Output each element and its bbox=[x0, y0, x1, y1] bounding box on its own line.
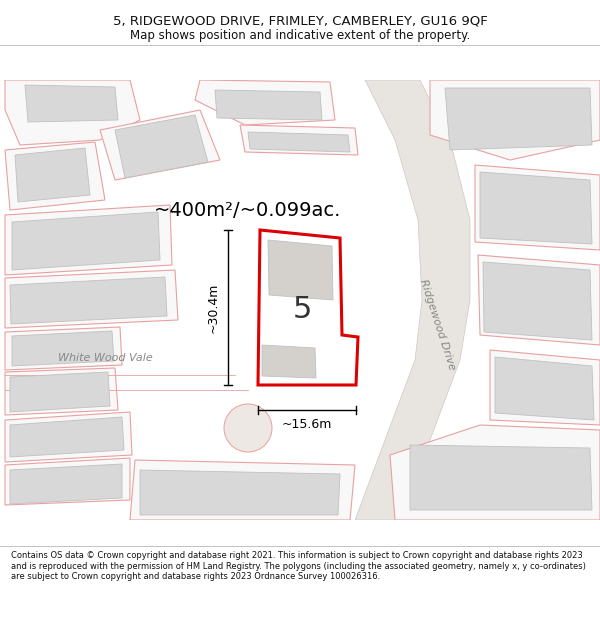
Polygon shape bbox=[268, 240, 333, 300]
Text: Contains OS data © Crown copyright and database right 2021. This information is : Contains OS data © Crown copyright and d… bbox=[11, 551, 586, 581]
Polygon shape bbox=[430, 80, 600, 160]
Polygon shape bbox=[5, 412, 132, 462]
Polygon shape bbox=[140, 470, 340, 515]
Polygon shape bbox=[10, 417, 124, 457]
Text: ~30.4m: ~30.4m bbox=[206, 282, 220, 332]
Polygon shape bbox=[12, 331, 114, 366]
Polygon shape bbox=[495, 357, 594, 420]
Polygon shape bbox=[248, 132, 350, 152]
Polygon shape bbox=[262, 345, 316, 378]
Polygon shape bbox=[445, 88, 592, 150]
Polygon shape bbox=[130, 460, 355, 520]
Polygon shape bbox=[115, 115, 208, 178]
Polygon shape bbox=[215, 90, 322, 120]
Polygon shape bbox=[478, 255, 600, 345]
Text: 5, RIDGEWOOD DRIVE, FRIMLEY, CAMBERLEY, GU16 9QF: 5, RIDGEWOOD DRIVE, FRIMLEY, CAMBERLEY, … bbox=[113, 15, 487, 28]
Polygon shape bbox=[355, 80, 470, 520]
Polygon shape bbox=[258, 230, 358, 385]
Polygon shape bbox=[5, 270, 178, 328]
Polygon shape bbox=[5, 80, 140, 145]
Polygon shape bbox=[5, 327, 122, 370]
Text: Map shows position and indicative extent of the property.: Map shows position and indicative extent… bbox=[130, 29, 470, 41]
Polygon shape bbox=[12, 212, 160, 270]
Polygon shape bbox=[240, 125, 358, 155]
Polygon shape bbox=[490, 350, 600, 425]
Polygon shape bbox=[10, 372, 110, 412]
Polygon shape bbox=[10, 277, 167, 324]
Text: Ridgewood Drive: Ridgewood Drive bbox=[418, 278, 457, 372]
Polygon shape bbox=[195, 80, 335, 125]
Polygon shape bbox=[480, 172, 592, 244]
Polygon shape bbox=[5, 368, 118, 415]
Polygon shape bbox=[5, 205, 172, 275]
Polygon shape bbox=[10, 464, 122, 504]
Polygon shape bbox=[475, 165, 600, 250]
Text: White Wood Vale: White Wood Vale bbox=[58, 353, 152, 363]
Polygon shape bbox=[15, 148, 90, 202]
Polygon shape bbox=[483, 262, 592, 340]
Polygon shape bbox=[5, 458, 130, 505]
Circle shape bbox=[224, 404, 272, 452]
Polygon shape bbox=[100, 110, 220, 180]
Polygon shape bbox=[410, 445, 592, 510]
Text: ~15.6m: ~15.6m bbox=[282, 418, 332, 431]
Polygon shape bbox=[5, 142, 105, 210]
Polygon shape bbox=[390, 425, 600, 520]
Text: 5: 5 bbox=[292, 296, 311, 324]
Polygon shape bbox=[25, 85, 118, 122]
Text: ~400m²/~0.099ac.: ~400m²/~0.099ac. bbox=[154, 201, 341, 219]
